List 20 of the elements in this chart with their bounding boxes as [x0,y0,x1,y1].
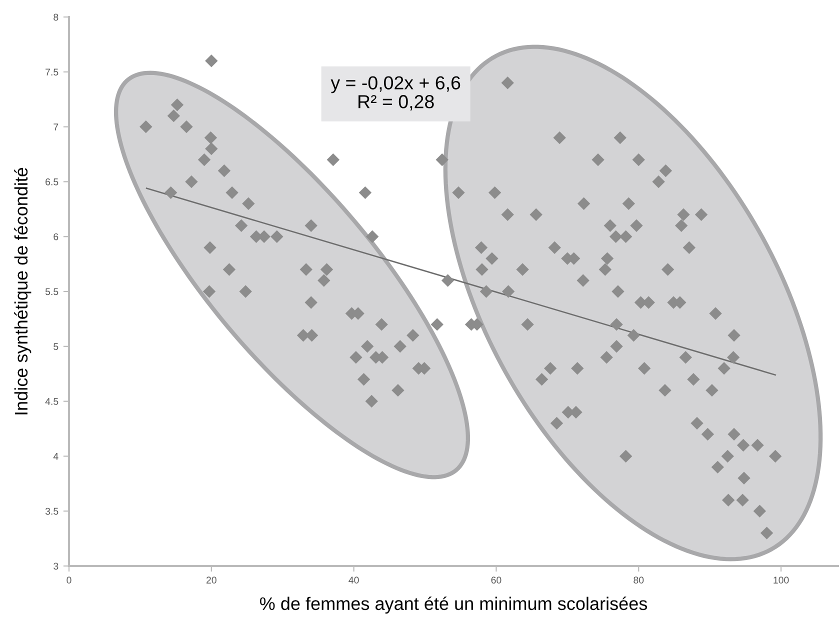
y-tick-label: 7.5 [46,68,58,76]
y-tick-label: 3.5 [45,508,58,515]
y-tick-label: 4.5 [45,398,58,405]
y-tick-label: 3 [54,562,58,570]
x-axis-title: % de femmes ayant été un minimum scolarisées [260,596,648,614]
y-tick-label: 6.5 [46,178,58,186]
y-tick-label: 5.5 [45,288,58,296]
x-tick-label: 100 [774,576,789,584]
y-tick-label: 7 [54,124,58,130]
x-tick-label: 40 [348,576,359,584]
y-tick-label: 6 [54,233,58,240]
x-tick-label: 0 [66,576,72,584]
y-tick-label: 5 [54,343,58,350]
x-tick-label: 60 [491,576,502,584]
annotation: y = -0,02x + 6,6 R² = 0,28 [330,76,460,111]
y-axis-title: Indice synthétique de fécondité [14,168,32,414]
y-tick-label: 4 [53,453,58,460]
y-tick-label: 8 [54,14,58,21]
x-tick-label: 80 [634,576,644,584]
x-tick-label: 20 [206,576,216,584]
